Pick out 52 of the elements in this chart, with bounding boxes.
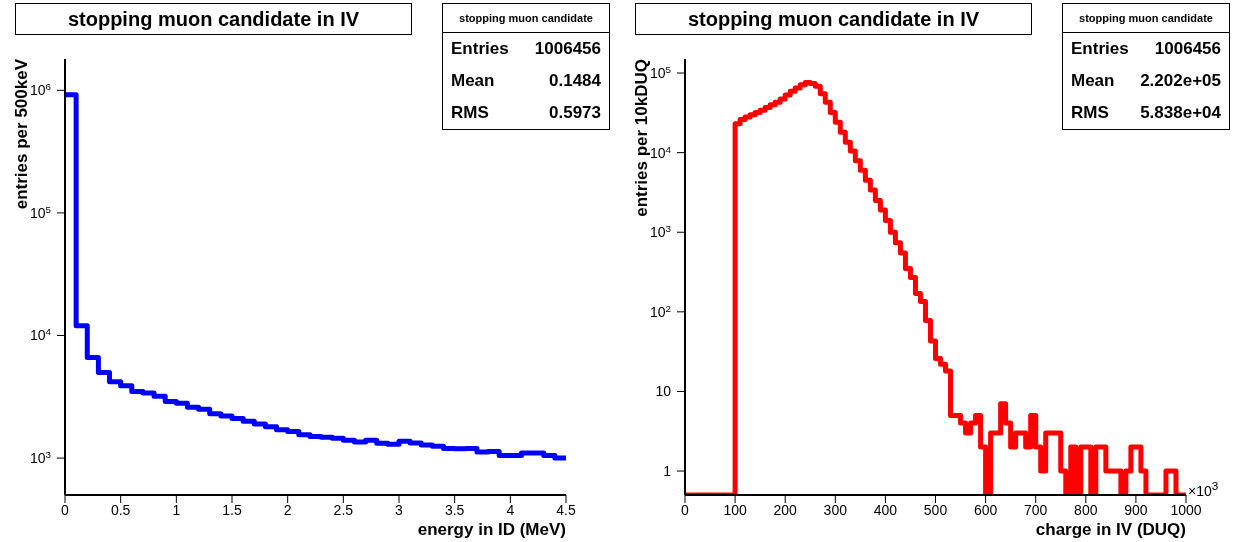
y-tick-label: 10$^{4}$ [29, 325, 52, 344]
y-tick-label: 10$^{4}$ [649, 143, 672, 161]
x-tick-label: 500 [923, 501, 948, 518]
x-tick-label: 1000 [1170, 501, 1202, 518]
text: Entries [451, 39, 509, 59]
y-tick-label: 10 [655, 383, 672, 400]
annotation: RMS [451, 103, 489, 123]
annotation: 0.5973 [549, 103, 601, 123]
x-tick-label: 0 [681, 501, 690, 518]
annotation: Mean [451, 71, 495, 91]
y-tick-label: 10$^{6}$ [29, 80, 52, 99]
text: Entries [1071, 39, 1129, 59]
x-tick-label: 300 [823, 501, 848, 518]
x-tick-label: 100 [723, 501, 747, 518]
x-tick-label: 700 [1024, 501, 1048, 518]
x-axis-title: energy in ID (MeV) [417, 520, 566, 539]
x-tick-label: 2.5 [333, 501, 354, 518]
x-tick-label: 3.5 [444, 501, 465, 518]
annotation: 0.1484 [549, 71, 601, 91]
x-tick-label: 1.5 [222, 501, 242, 518]
y-axis-title: entries per 10kDUQ [632, 59, 651, 217]
x-tick-label: 0 [61, 501, 70, 518]
y-tick-label: 10$^{3}$ [649, 222, 672, 241]
chart-title: stopping muon candidate in IV [687, 7, 980, 31]
chart-title: stopping muon candidate in IV [67, 7, 360, 31]
x-tick-label: 4 [506, 501, 515, 518]
text: stopping muon candidate [1079, 12, 1213, 24]
x-tick-label: 600 [973, 501, 998, 518]
x-tick-label: 4.5 [556, 501, 576, 518]
text: 1006456 [534, 39, 601, 59]
y-tick-label: 10$^{5}$ [29, 203, 52, 221]
x-tick-label: 2 [283, 501, 292, 518]
x-tick-label: 200 [773, 501, 798, 518]
text: ×10$^{3}$ [1188, 479, 1219, 499]
x-tick-label: 1 [172, 501, 181, 518]
x-axis-title: charge in IV (DUQ) [1035, 520, 1186, 539]
y-tick-label: 1 [663, 463, 672, 480]
x-tick-label: 3 [395, 501, 404, 518]
x-tick-label: 800 [1074, 501, 1098, 518]
annotation: 5.838e+04 [1140, 103, 1221, 123]
text: stopping muon candidate [459, 12, 593, 24]
annotation: RMS [1071, 103, 1109, 123]
y-tick-label: 10$^{3}$ [29, 448, 52, 467]
x-tick-label: 0.5 [110, 501, 131, 518]
annotation: 2.202e+05 [1140, 71, 1221, 91]
annotation: Mean [1071, 71, 1115, 91]
text: 1006456 [1154, 39, 1221, 59]
x-tick-label: 900 [1124, 501, 1148, 518]
y-tick-label: 10$^{5}$ [649, 63, 672, 82]
x-tick-label: 400 [873, 501, 898, 518]
y-tick-label: 10$^{2}$ [649, 302, 671, 320]
y-axis-title: entries per 500keV [12, 59, 31, 210]
